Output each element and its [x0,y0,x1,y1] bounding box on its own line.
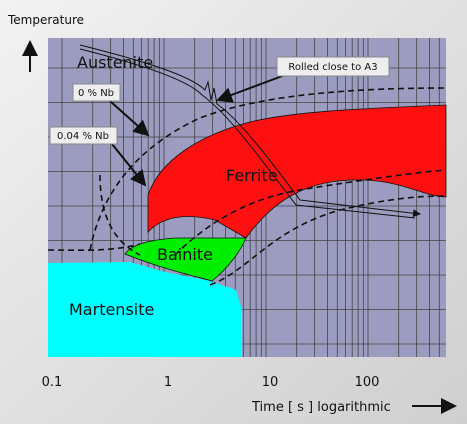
region-label: Austenite [77,53,153,72]
x-tick-label: 1 [164,375,172,390]
callout-label: 0 % Nb [78,88,114,99]
bainite-region [124,237,247,282]
region-label: Ferrite [226,166,278,185]
callout-arrows [22,40,457,414]
callout-label: 0.04 % Nb [57,131,109,142]
y-axis-title: Temperature [7,13,84,27]
x-axis-title: Time [ s ] logarithmic [251,400,391,415]
region-label: Martensite [69,300,154,319]
martensite-region [48,262,242,357]
cooling-path [79,44,421,219]
ferrite-region [147,104,447,239]
callout-box [276,56,390,77]
callout-box [72,83,121,102]
x-tick-label: 100 [355,375,380,390]
region-label: Bainite [157,245,213,264]
x-tick-label: 0.1 [42,375,63,390]
x-tick-label: 10 [262,375,279,390]
callout-label: Rolled close to A3 [288,62,377,73]
callout-box [49,126,118,145]
